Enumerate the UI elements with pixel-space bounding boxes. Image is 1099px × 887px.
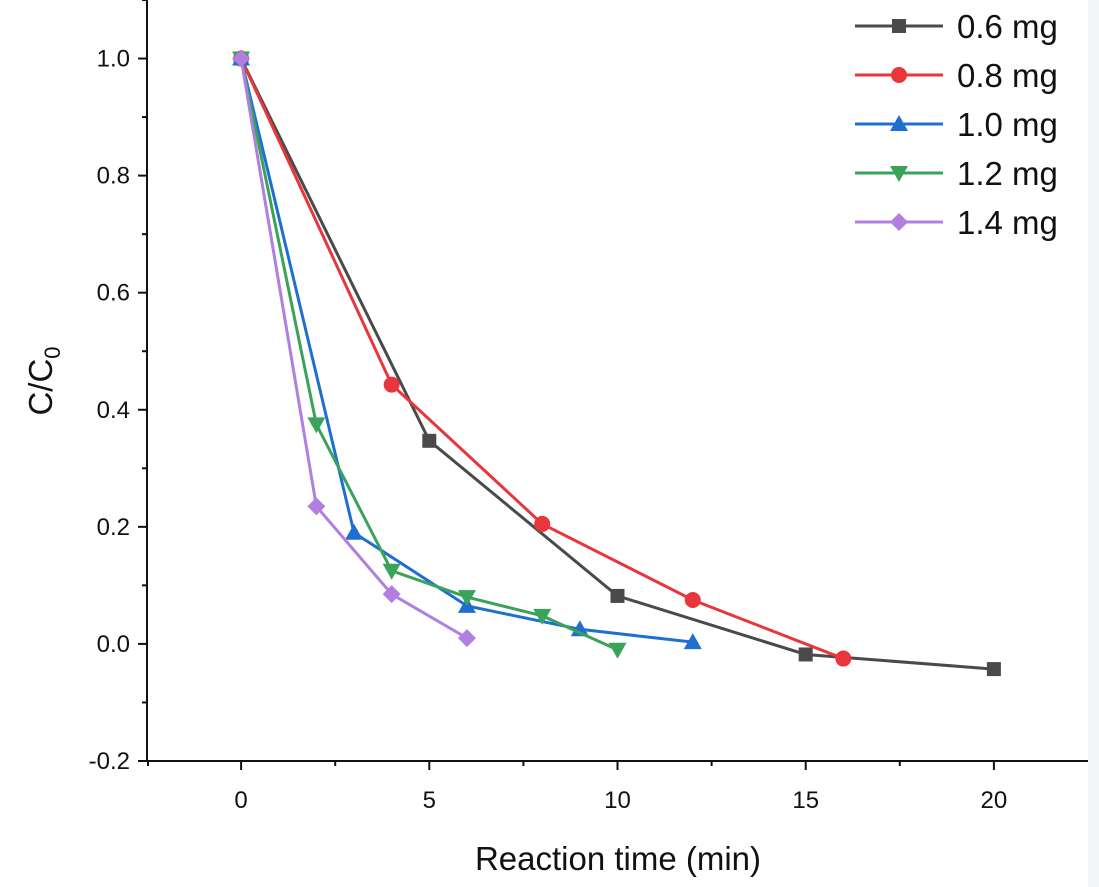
legend-label: 1.2 mg xyxy=(957,155,1058,192)
x-tick-label: 15 xyxy=(792,787,819,814)
data-point xyxy=(986,662,1001,677)
x-tick-label: 5 xyxy=(423,787,436,814)
data-point xyxy=(835,650,852,667)
legend-item: 1.0 mg xyxy=(855,106,1058,143)
data-point xyxy=(610,588,625,603)
data-point xyxy=(684,592,701,609)
y-tick-label: 0.4 xyxy=(97,397,130,424)
series-1.0-mg xyxy=(232,49,702,650)
data-point xyxy=(608,642,627,659)
data-point xyxy=(457,590,476,607)
data-point xyxy=(798,647,813,662)
data-point xyxy=(534,515,551,532)
series-line xyxy=(239,58,693,644)
legend-item: 0.6 mg xyxy=(855,8,1058,45)
y-axis-title-subscript: 0 xyxy=(40,346,65,358)
series-group xyxy=(232,49,1001,677)
legend-marker xyxy=(890,213,908,231)
data-point xyxy=(383,376,400,393)
series-line xyxy=(239,58,468,640)
legend-marker xyxy=(891,67,907,83)
data-point xyxy=(307,497,326,516)
series-line xyxy=(239,57,995,671)
x-axis-title: Reaction time (min) xyxy=(475,840,761,877)
series-1.4-mg xyxy=(232,49,476,648)
series-0.8-mg xyxy=(233,50,852,667)
legend-item: 0.8 mg xyxy=(855,57,1058,94)
data-point xyxy=(683,633,702,650)
legend-marker xyxy=(890,115,908,131)
x-tick-label: 20 xyxy=(981,787,1008,814)
data-point xyxy=(457,629,476,648)
y-tick-label: 1.0 xyxy=(97,46,130,73)
series-line xyxy=(239,57,844,660)
data-point xyxy=(382,585,401,604)
legend-marker xyxy=(892,19,906,33)
data-point xyxy=(533,608,552,625)
data-point xyxy=(307,417,326,434)
legend-label: 1.4 mg xyxy=(957,204,1058,241)
y-tick-label: -0.2 xyxy=(89,748,130,775)
legend-marker xyxy=(890,166,908,182)
data-point xyxy=(422,433,437,448)
legend-label: 0.8 mg xyxy=(957,57,1058,94)
data-point xyxy=(345,523,364,540)
legend-item: 1.2 mg xyxy=(855,155,1058,192)
y-tick-label: 0.2 xyxy=(97,514,130,541)
data-point xyxy=(382,563,401,580)
legend: 0.6 mg 0.8 mg 1.0 mg 1.2 mg 1.4 mg xyxy=(855,8,1058,241)
data-point xyxy=(232,49,251,68)
legend-label: 0.6 mg xyxy=(957,8,1058,45)
y-tick-label: 0.8 xyxy=(97,163,130,190)
series-0.6-mg xyxy=(234,51,1001,677)
y-tick-label: 0.0 xyxy=(97,631,130,658)
legend-label: 1.0 mg xyxy=(957,106,1058,143)
legend-item: 1.4 mg xyxy=(855,204,1058,241)
series-line xyxy=(239,58,619,652)
y-axis-title-main: C/C xyxy=(22,359,59,416)
x-tick-label: 10 xyxy=(604,787,631,814)
x-tick-label: 0 xyxy=(234,787,247,814)
y-tick-label: 0.6 xyxy=(97,280,130,307)
y-axis-title: C/C0 xyxy=(22,346,65,415)
ticks-group: 0 5 10 15 20 -0.2 0.0 0.2 0.4 0.6 0.8 1.0 xyxy=(89,0,1008,814)
